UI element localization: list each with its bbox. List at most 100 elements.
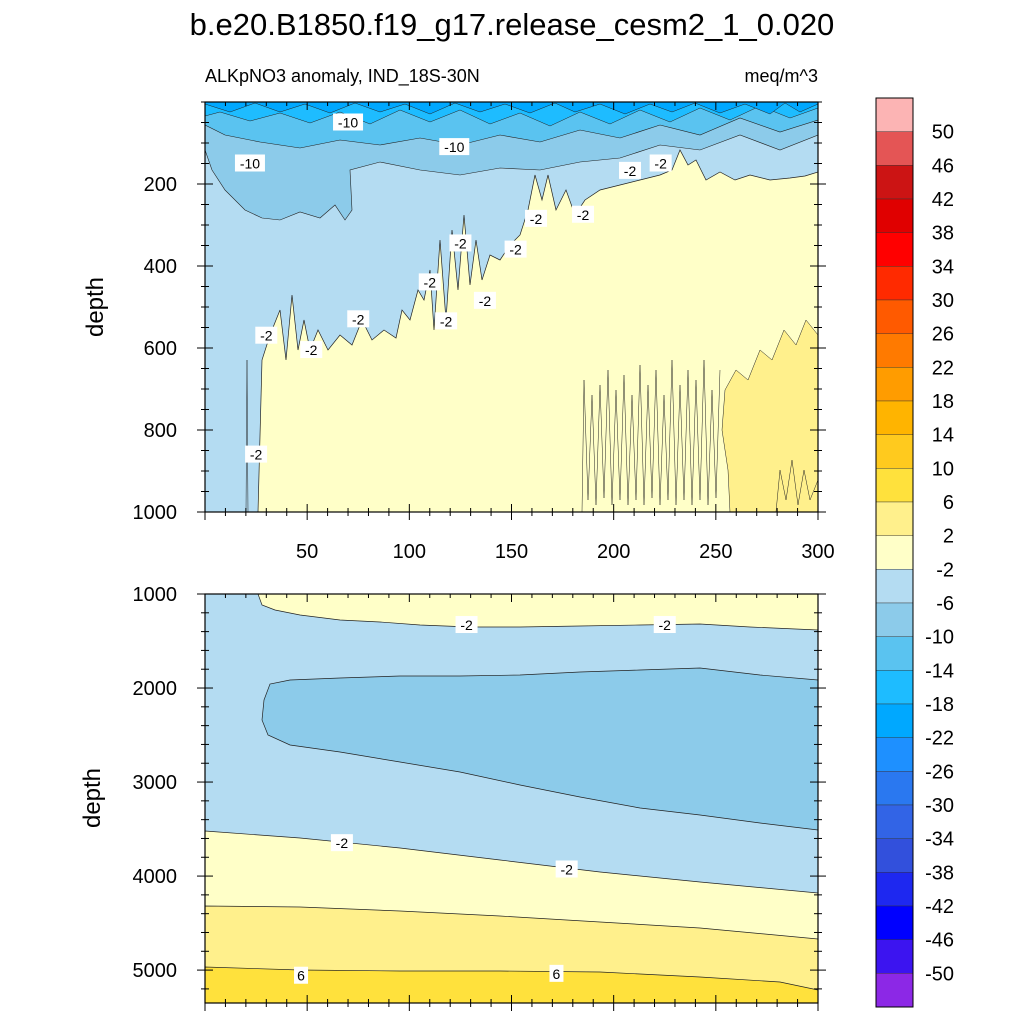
- contour-label-text: -2: [659, 617, 672, 633]
- contour-label-text: -2: [352, 311, 365, 327]
- contour-label-bg: [418, 273, 441, 291]
- contour-label-bg: [435, 312, 458, 330]
- contour-label: -2: [572, 205, 595, 223]
- contour-label-text: -2: [454, 235, 467, 251]
- upper-contour-labels: -10 -10 -10 -2 -2 -2 -2 -2 -2 -2 -2 -2 -2 -2 -2 -2: [234, 113, 672, 463]
- colorbar-swatch: [875, 131, 914, 166]
- panel-units-label: meq/m^3: [745, 66, 818, 86]
- contour-label-text: -2: [654, 156, 667, 172]
- lower-band-plus6: [205, 966, 818, 1003]
- colorbar-tick-label: -2: [936, 559, 954, 581]
- colorbar-tick-label: 10: [932, 458, 954, 480]
- contour-label: -2: [555, 860, 578, 878]
- contour-label: -2: [347, 310, 370, 328]
- contour-label-bg: [653, 616, 676, 634]
- colorbar-swatch: [875, 232, 914, 267]
- x-tick-label: 50: [296, 541, 318, 563]
- x-tick-label: 150: [495, 541, 528, 563]
- contour-label-bg: [300, 341, 323, 359]
- colorbar-swatch: [875, 501, 914, 536]
- contour-label: -2: [418, 273, 441, 291]
- contour-label-text: -10: [338, 115, 358, 131]
- contour-label-text: -2: [530, 211, 543, 227]
- contour-label-text: -2: [560, 861, 573, 877]
- colorbar-swatch: [875, 670, 914, 705]
- contour-label-bg: [330, 834, 353, 852]
- colorbar-tick-label: -38: [925, 862, 954, 884]
- colorbar-swatch: [875, 333, 914, 368]
- colorbar-tick-label: 42: [932, 189, 954, 211]
- colorbar-swatch: [875, 838, 914, 873]
- colorbar-swatch: [875, 872, 914, 907]
- y-tick-label: 800: [144, 420, 177, 442]
- contour-label: 6: [549, 964, 564, 982]
- contour-label-text: -2: [336, 835, 349, 851]
- colorbar-swatch: [875, 939, 914, 974]
- colorbar-swatch: [875, 636, 914, 671]
- contour-label: -2: [330, 834, 353, 852]
- colorbar-tick-label: -14: [925, 660, 954, 682]
- y-tick-label: 1000: [133, 584, 178, 606]
- colorbar-tick-label: -18: [925, 694, 954, 716]
- colorbar-tick-label: 34: [932, 256, 954, 278]
- x-tick-label: 250: [699, 541, 732, 563]
- x-tick-label: 200: [597, 541, 630, 563]
- x-tick-label: 100: [393, 541, 426, 563]
- contour-label: -2: [504, 240, 527, 258]
- colorbar-swatch: [875, 468, 914, 503]
- contour-label-text: -2: [250, 447, 263, 463]
- contour-label-bg: [504, 240, 527, 258]
- upper-band-plus2: [721, 319, 818, 512]
- colorbar-swatch: [875, 198, 914, 233]
- lower-panel: 1000 2000 3000 4000 5000 depth -2 -2 -2 -2 6 6: [79, 584, 826, 1011]
- contour-label: -10: [439, 138, 470, 156]
- colorbar-tick-label: -34: [925, 829, 954, 851]
- upper-band-minus2: [257, 149, 818, 512]
- contour-label-bg: [572, 205, 595, 223]
- contour-label-text: -10: [240, 156, 260, 172]
- contour-label-text: -2: [577, 207, 590, 223]
- contour-label-text: -2: [479, 293, 492, 309]
- colorbar-tick-label: 6: [943, 492, 954, 514]
- contour-label-text: -2: [624, 163, 637, 179]
- contour-label-text: -2: [305, 342, 318, 358]
- x-tick-label: 300: [801, 541, 834, 563]
- contour-label-text: -2: [424, 274, 437, 290]
- contour-label-bg: [294, 966, 309, 984]
- colorbar-swatch: [875, 602, 914, 637]
- colorbar-tick-label: -10: [925, 627, 954, 649]
- contour-label-text: -2: [509, 242, 522, 258]
- colorbar-tick-label: 30: [932, 290, 954, 312]
- y-tick-label: 3000: [133, 772, 178, 794]
- lower-band-minus10: [261, 667, 818, 831]
- contour-label-text: -2: [440, 313, 453, 329]
- y-tick-label: 200: [144, 174, 177, 196]
- upper-contour-fill: [205, 102, 818, 512]
- contour-label: -2: [653, 616, 676, 634]
- y-tick-label: 600: [144, 338, 177, 360]
- lower-band-minus2-upper: [257, 594, 818, 631]
- colorbar-swatch: [875, 367, 914, 402]
- contour-label-bg: [234, 154, 265, 172]
- contour-label-bg: [549, 964, 564, 982]
- contour-label: -10: [333, 113, 364, 131]
- contour-label: -2: [435, 312, 458, 330]
- contour-label-bg: [439, 138, 470, 156]
- contour-label: -2: [300, 341, 323, 359]
- colorbar-frame: [875, 97, 914, 1008]
- colorbar-tick-label: 14: [932, 425, 954, 447]
- contour-label-bg: [473, 291, 496, 309]
- contour-label-bg: [649, 154, 672, 172]
- contour-label-text: 6: [553, 966, 561, 982]
- contour-label-bg: [333, 113, 364, 131]
- lower-contour-fill: [205, 594, 818, 1003]
- colorbar-swatch: [875, 266, 914, 301]
- contour-label: -10: [234, 154, 265, 172]
- contour-label: -2: [449, 234, 472, 252]
- colorbar-swatch: [875, 97, 914, 132]
- contour-label-text: 6: [297, 968, 305, 984]
- lower-axis-ticks: 1000 2000 3000 4000 5000: [133, 584, 826, 1011]
- y-tick-label: 1000: [133, 502, 178, 524]
- upper-y-axis-label: depth: [82, 277, 109, 337]
